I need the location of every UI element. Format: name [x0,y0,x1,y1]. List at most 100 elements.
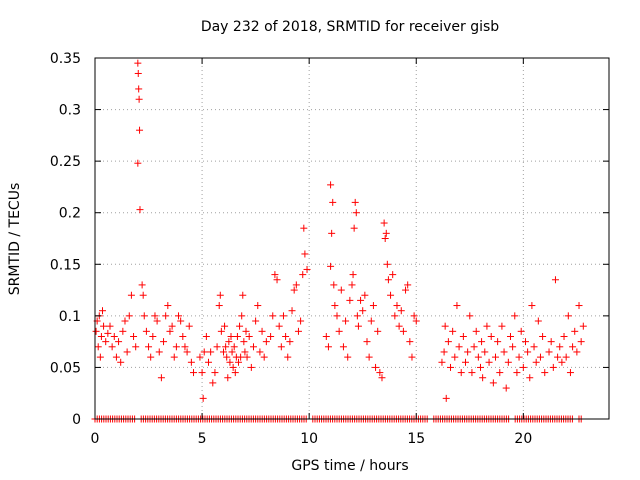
data-point [374,327,382,335]
data-point [294,327,302,335]
data-point [223,353,231,361]
data-point [447,363,455,371]
data-point [331,302,339,310]
data-point [233,332,241,340]
data-point [138,281,146,289]
data-point [327,262,335,270]
data-point [344,353,352,361]
data-point [477,363,484,371]
data-point [558,358,566,366]
data-point [155,348,163,356]
data-point [198,369,206,377]
x-tick-label: 20 [514,431,532,447]
data-point [404,281,412,289]
data-point [200,348,208,356]
data-point [491,353,499,361]
data-point [227,332,235,340]
data-point [453,302,461,310]
data-point [282,332,290,340]
data-point [117,358,125,366]
data-point [92,327,100,335]
data-point [383,260,391,268]
data-point [301,250,309,258]
data-point [485,358,493,366]
data-point [162,312,170,320]
data-point [462,358,470,366]
data-point [449,327,457,335]
axes: 0 5 10 15 20 0 0.05 0.1 0.15 0.2 0.25 0.3 0.35 [50,51,609,447]
data-point [577,338,585,346]
data-point [489,379,497,387]
data-point [571,327,579,335]
data-point [187,358,195,366]
data-point [363,338,371,346]
data-point [551,276,559,284]
data-point [100,322,108,330]
data-point [440,348,448,356]
data-point [381,235,389,242]
data-point [224,374,232,382]
data-point [145,343,153,351]
data-point [179,332,187,340]
data-point [504,358,512,366]
data-point [256,348,264,356]
data-point [357,296,365,304]
data-point [376,369,384,377]
data-point [112,353,120,361]
data-point [230,343,238,351]
data-point [410,312,418,320]
data-point [164,302,172,310]
data-point [389,271,397,279]
data-point [438,358,446,366]
data-point [252,317,260,325]
data-point [243,353,251,361]
data-point [457,369,465,377]
data-point [130,332,138,340]
data-point [297,317,305,325]
data-point [353,312,361,320]
data-point [106,322,114,330]
data-point [209,379,217,387]
data-point [502,384,510,392]
data-point [299,271,307,279]
data-point [288,307,296,315]
data-point [300,224,308,232]
data-point [556,343,564,351]
data-point [286,338,294,346]
data-point [279,312,287,320]
data-point [478,338,486,346]
data-point [349,271,357,279]
data-point [258,327,266,335]
data-point [303,265,311,273]
x-tick-label: 15 [407,431,425,447]
data-point [121,317,129,325]
data-point [474,353,482,361]
data-point [350,224,358,232]
data-point [441,322,449,330]
data-point [545,348,553,356]
data-point [541,369,549,377]
data-point [273,276,281,284]
data-point [506,332,514,340]
data-point [479,374,487,382]
data-point [135,85,143,93]
data-point [254,302,262,310]
data-point [183,348,191,356]
data-point [226,358,234,366]
data-point [536,353,544,361]
data-point [354,322,362,330]
data-point [119,327,127,335]
data-point [365,353,373,361]
x-tick-label: 10 [300,431,318,447]
data-point [262,338,270,346]
data-point [211,369,219,377]
data-point [231,369,239,377]
data-point [519,363,527,371]
data-point [220,348,227,356]
data-point [539,332,547,340]
data-point [369,302,377,310]
y-tick-label: 0.1 [59,309,81,325]
y-tick-label: 0.3 [59,103,81,119]
